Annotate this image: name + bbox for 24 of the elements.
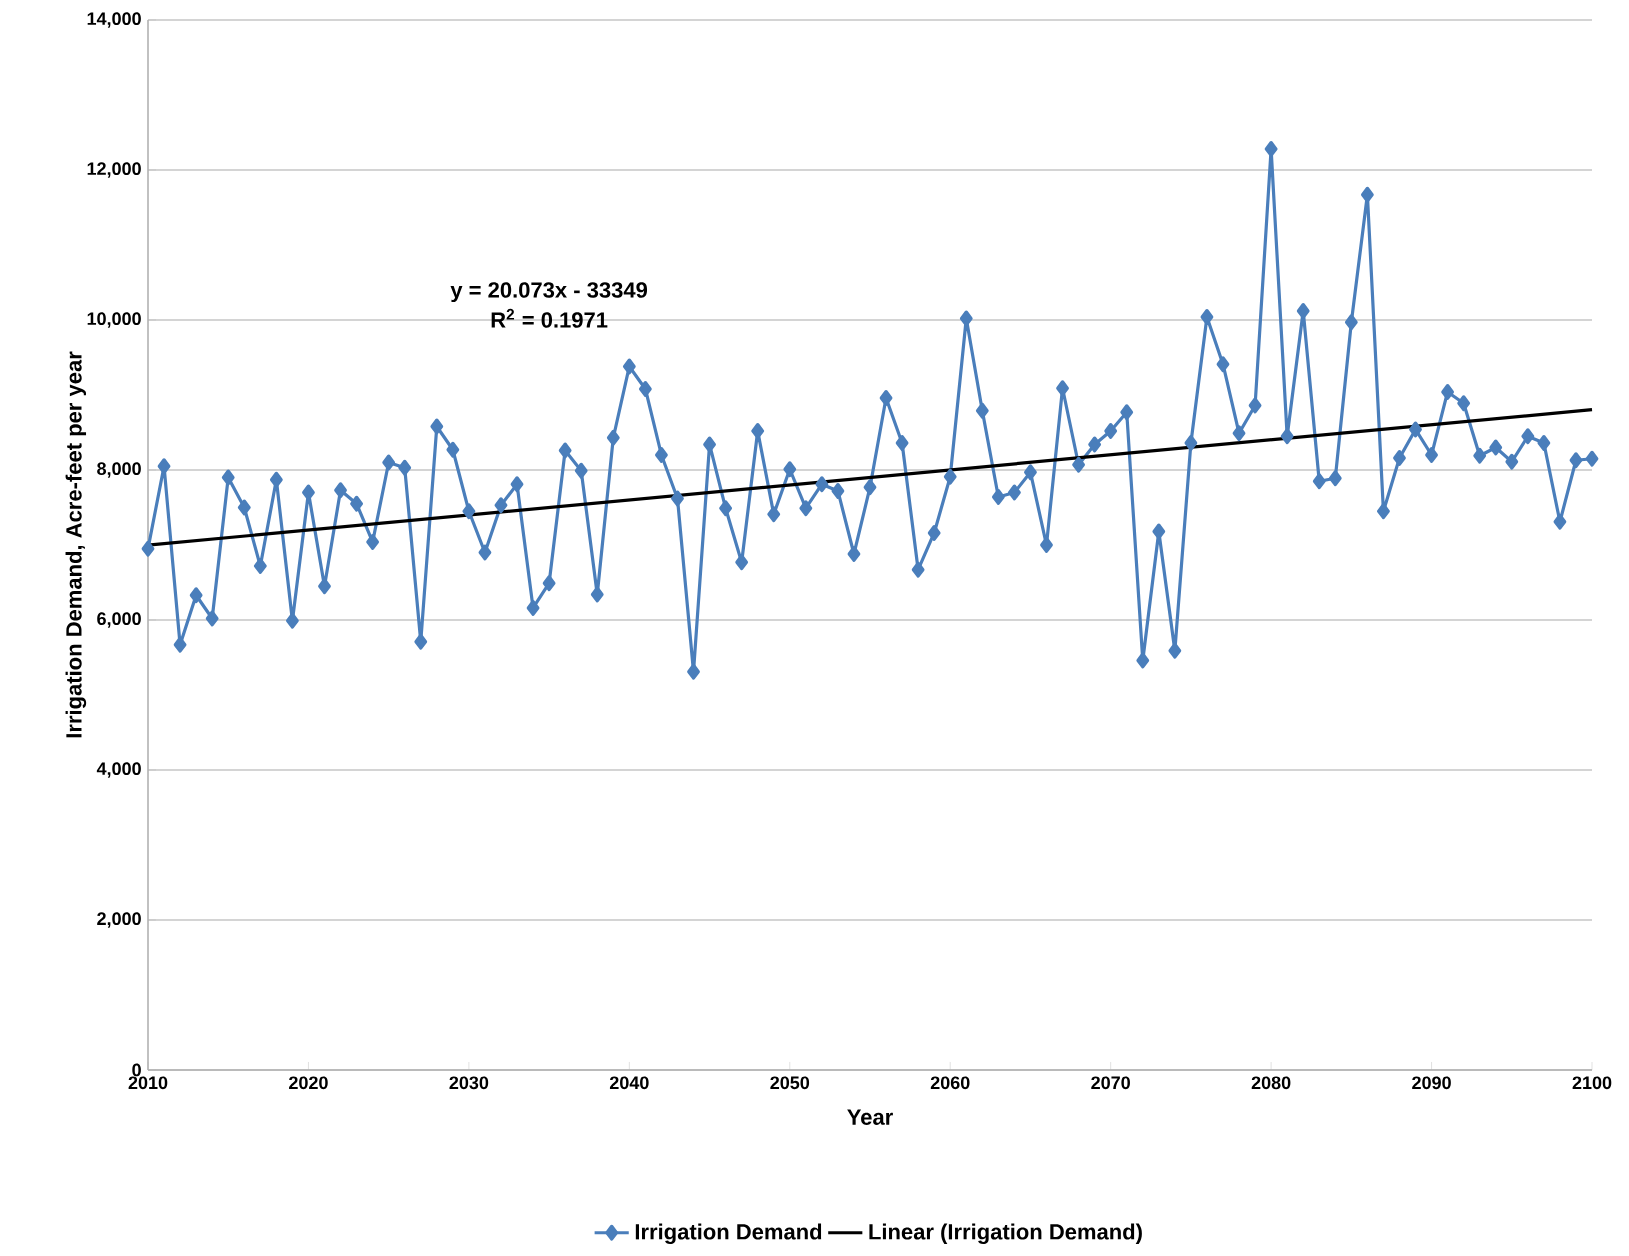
y-tick-label: 4,000 xyxy=(96,762,141,778)
x-tick-label: 2060 xyxy=(930,1076,970,1090)
y-tick-label: 14,000 xyxy=(87,12,141,28)
x-axis-title: Year xyxy=(847,1109,893,1125)
y-tick-label: 8,000 xyxy=(97,462,141,478)
x-tick-label: 2040 xyxy=(609,1076,649,1090)
x-tick-label: 2090 xyxy=(1412,1076,1451,1090)
x-tick-label: 2100 xyxy=(1572,1076,1612,1090)
x-tick-label: 2050 xyxy=(770,1076,810,1090)
legend-label: Irrigation Demand xyxy=(635,1223,822,1245)
x-tick-label: 2030 xyxy=(449,1076,489,1090)
annotation: R$^{2}$ = 0.1971 xyxy=(491,308,608,328)
y-tick-label: 0 xyxy=(132,1063,141,1077)
x-tick-label: 2080 xyxy=(1251,1076,1291,1090)
y-tick-label: 10,000 xyxy=(87,312,141,328)
x-tick-label: 2020 xyxy=(289,1076,328,1090)
y-tick-label: 6,000 xyxy=(97,612,141,628)
legend-label: Linear (Irrigation Demand) xyxy=(869,1223,1142,1245)
x-tick-label: 2010 xyxy=(128,1076,168,1090)
y-tick-label: 2,000 xyxy=(97,912,141,928)
y-axis-title: Irrigation Demand, Acre-feet per year xyxy=(65,351,87,738)
y-tick-label: 12,000 xyxy=(87,162,141,178)
x-tick-label: 2070 xyxy=(1091,1076,1130,1090)
annotation: y = 20.073x - 33349 xyxy=(450,282,648,303)
